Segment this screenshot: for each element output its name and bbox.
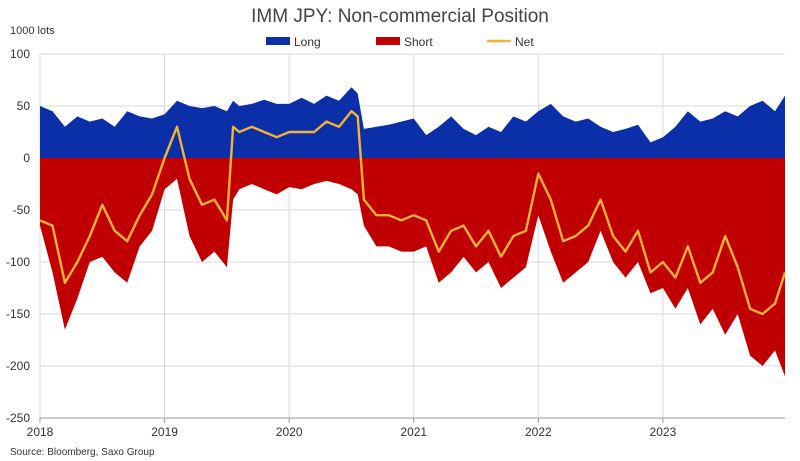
series-lines xyxy=(39,110,787,316)
y-tick-label: 0 xyxy=(23,151,30,165)
y-tick-label: 100 xyxy=(10,47,30,61)
series-long-area xyxy=(40,87,785,158)
y-tick-label: -200 xyxy=(6,359,30,373)
x-tick-label: 2018 xyxy=(27,425,54,439)
legend-label: Net xyxy=(515,35,534,49)
x-tick-label: 2021 xyxy=(400,425,427,439)
legend-swatch xyxy=(376,37,400,45)
x-tick-label: 2023 xyxy=(650,425,677,439)
series-net-line xyxy=(39,110,787,316)
legend: Long Short Net xyxy=(266,35,534,49)
y-tick-label: -150 xyxy=(6,307,30,321)
y-tick-label: 50 xyxy=(17,99,31,113)
legend-label: Short xyxy=(404,35,433,49)
legend-item-long: Long xyxy=(266,35,321,49)
y-tick-label: -50 xyxy=(13,203,31,217)
legend-label: Long xyxy=(294,35,321,49)
x-tick-label: 2019 xyxy=(151,425,178,439)
y-axis-unit-label: 1000 lots xyxy=(10,25,55,37)
legend-item-net: Net xyxy=(487,35,534,49)
source-note: Source: Bloomberg, Saxo Group xyxy=(10,447,155,458)
y-tick-label: -250 xyxy=(6,411,30,425)
legend-swatch xyxy=(266,37,290,45)
chart-title: IMM JPY: Non-commercial Position xyxy=(251,6,549,27)
y-tick-label: -100 xyxy=(6,255,30,269)
series-areas xyxy=(40,87,785,377)
series-short-area xyxy=(40,158,785,377)
x-tick-label: 2020 xyxy=(276,425,303,439)
legend-item-short: Short xyxy=(376,35,433,49)
x-tick-label: 2022 xyxy=(525,425,552,439)
